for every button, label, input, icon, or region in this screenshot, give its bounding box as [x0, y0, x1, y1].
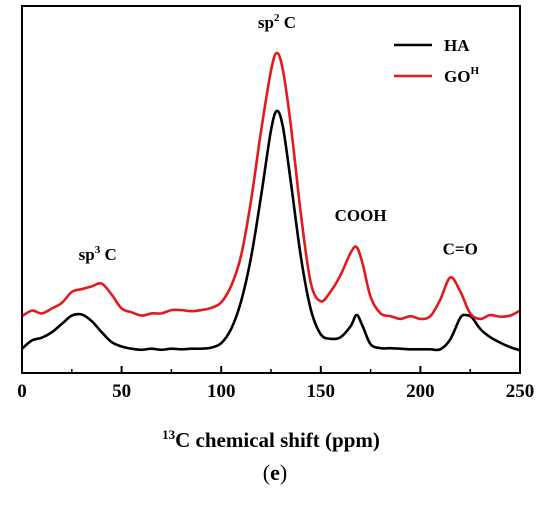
- x-axis-title-text: C chemical shift (ppm): [175, 428, 380, 452]
- peak-annotation: sp3 C: [79, 244, 117, 264]
- tick-layer: 0 50 100 150 200 250: [17, 366, 534, 402]
- axes-layer: [21, 5, 521, 374]
- plot-frame: [21, 5, 521, 374]
- annotation-layer: sp3 C sp2 C COOH C=O: [79, 12, 478, 264]
- x-axis-title: 13C chemical shift (ppm): [162, 427, 380, 452]
- x-tick-label: 200: [406, 381, 435, 402]
- peak-annotation: sp2 C: [258, 12, 296, 32]
- figure-caption: (e): [262, 460, 288, 485]
- x-tick-label: 100: [207, 381, 236, 402]
- peak-annotation: COOH: [335, 206, 387, 225]
- x-tick-label: 0: [17, 381, 27, 402]
- caption-letter: e: [270, 460, 280, 485]
- x-tick-label: 150: [307, 381, 336, 402]
- series-line-go: [21, 51, 521, 321]
- legend-label-go: GOH: [444, 65, 479, 86]
- legend-label-ha: HA: [444, 36, 470, 55]
- peak-annotation: C=O: [443, 239, 478, 258]
- series-layer: [21, 51, 521, 352]
- legend: HA GOH: [394, 36, 479, 86]
- x-tick-label: 50: [112, 381, 131, 402]
- x-tick-label: 250: [506, 381, 535, 402]
- x-axis-title-sup: 13: [162, 427, 176, 442]
- series-line-ha: [21, 109, 521, 352]
